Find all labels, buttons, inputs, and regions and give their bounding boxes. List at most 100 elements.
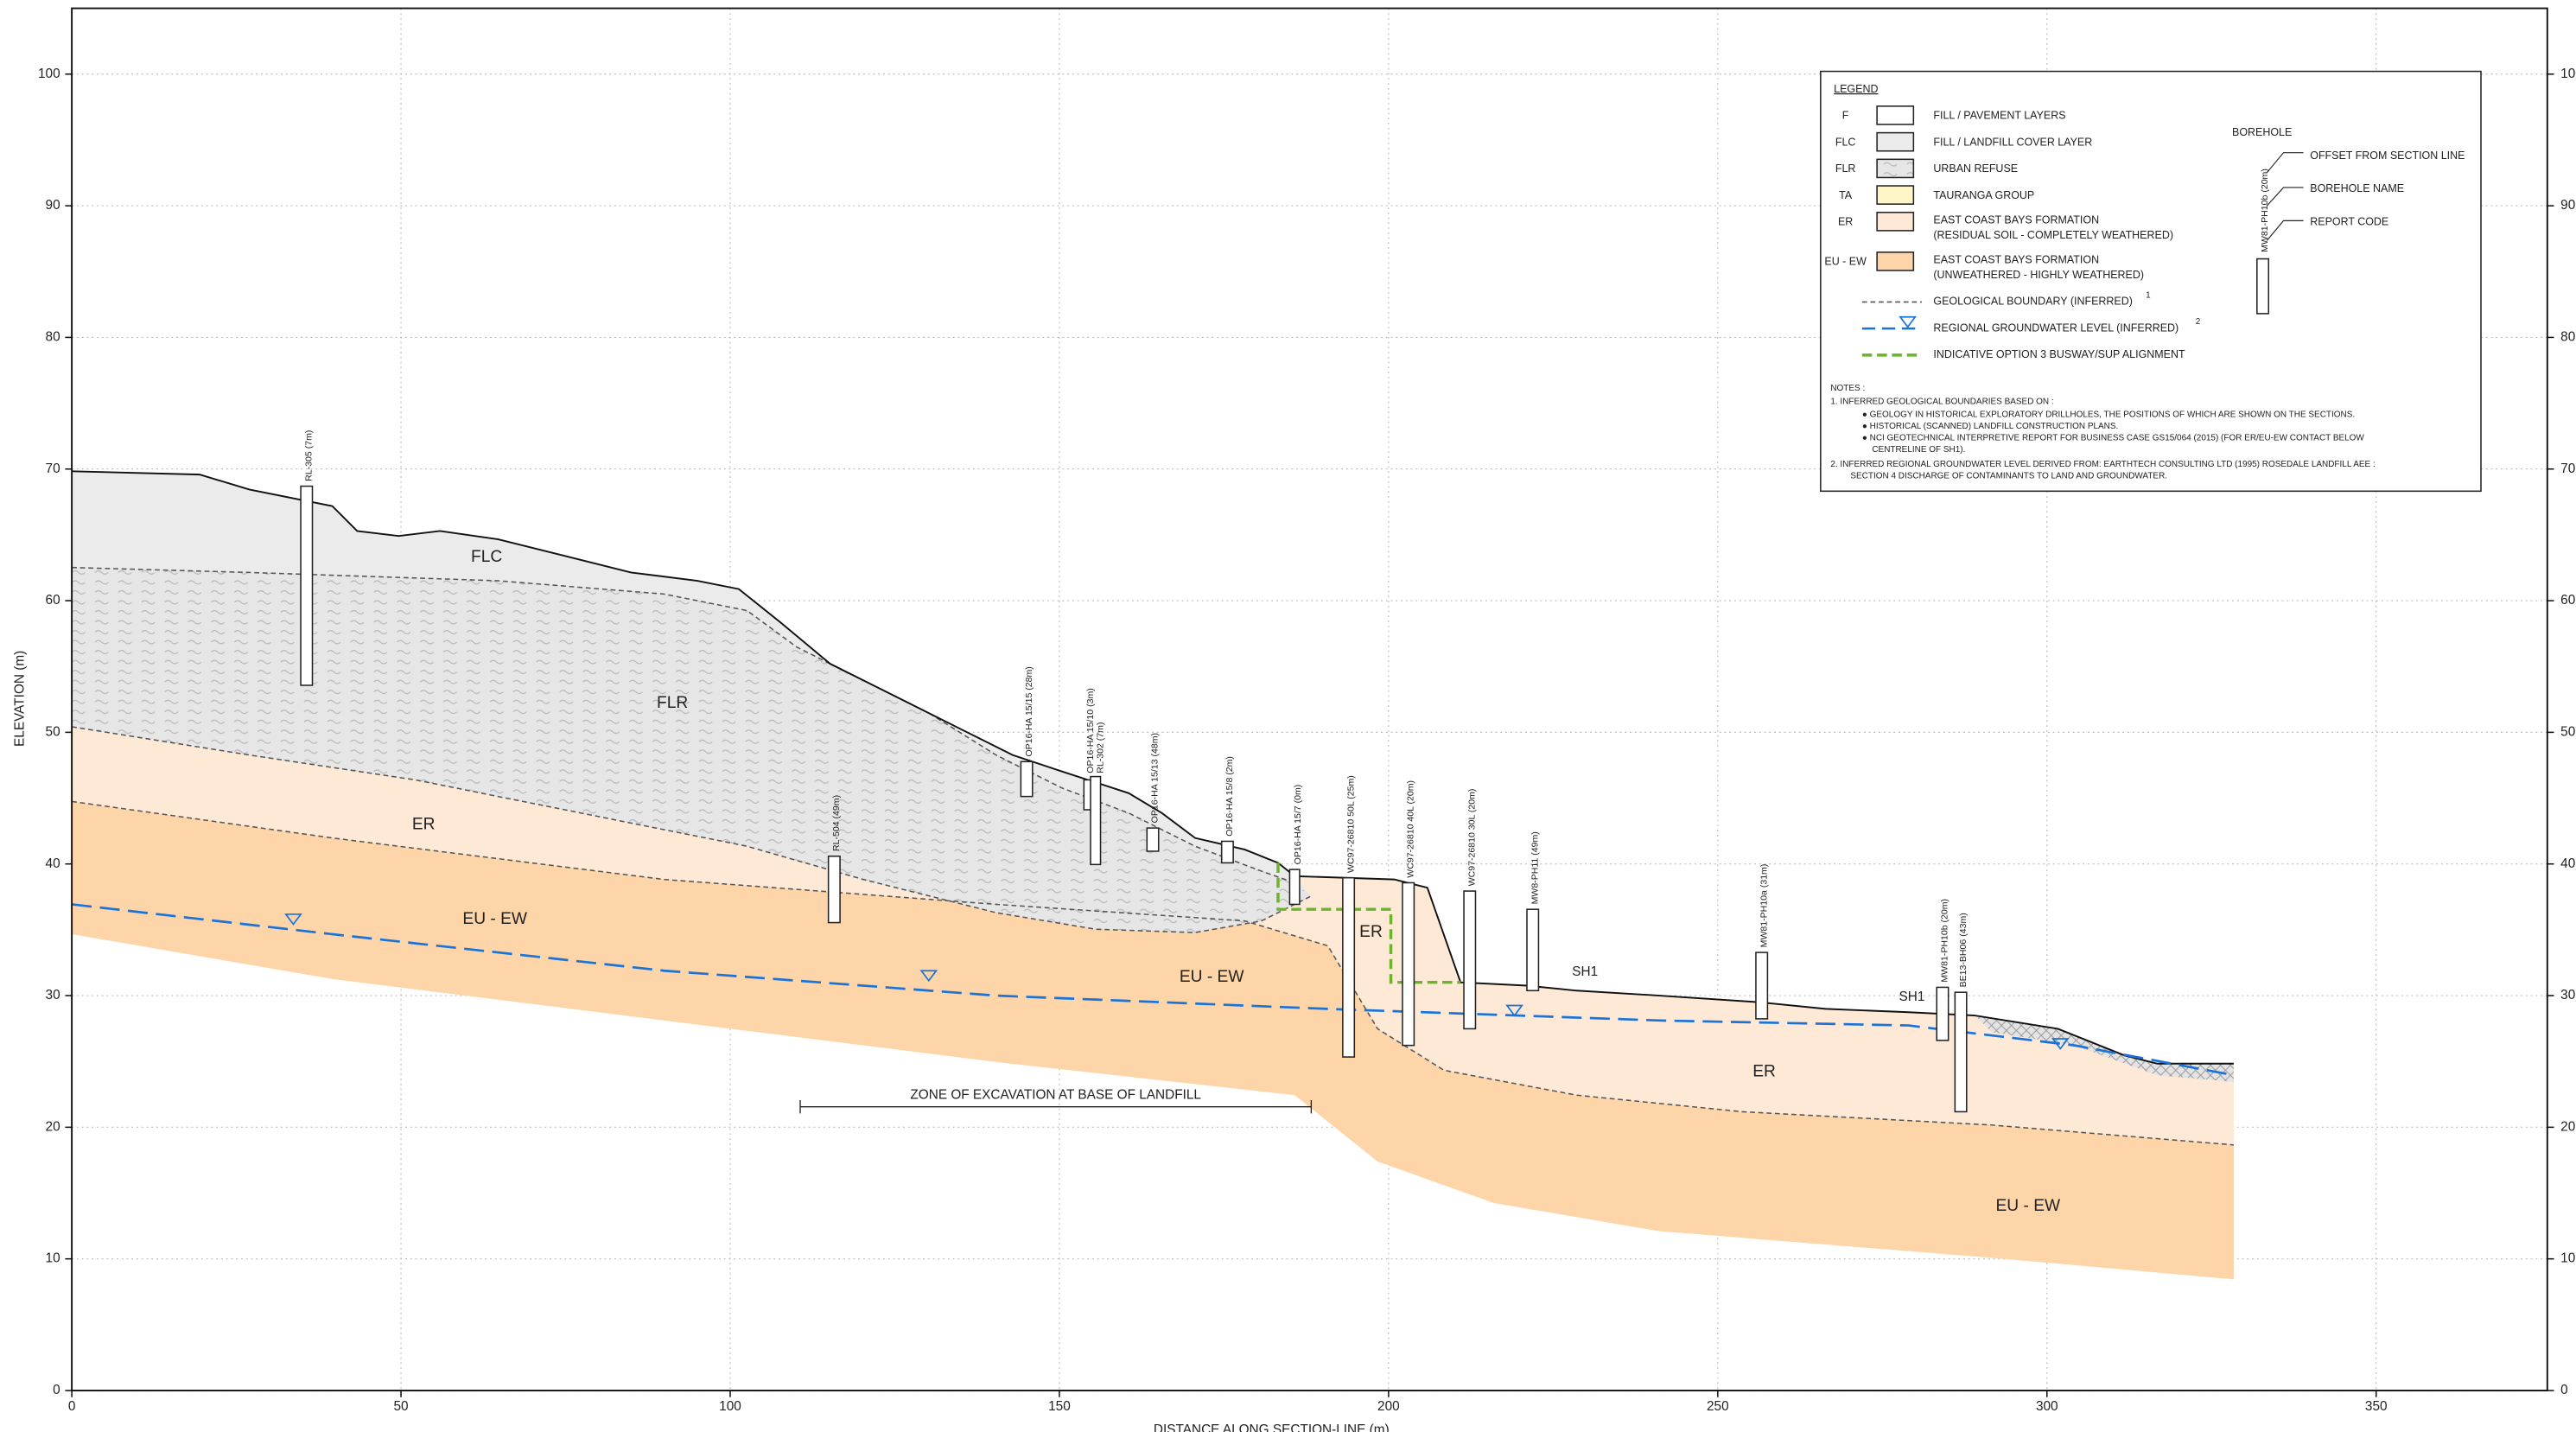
eu-ew-layer	[72, 801, 2234, 1280]
y-tick-label: 40	[2560, 856, 2575, 871]
legend-code: F	[1842, 110, 1849, 122]
ground-surface	[72, 470, 2234, 1065]
y-tick-label: 30	[46, 988, 60, 1002]
layer-label: FLC	[471, 548, 502, 566]
y-tick-label: 20	[2560, 1119, 2575, 1134]
legend-swatch	[1876, 185, 1915, 205]
y-tick-label: 60	[46, 593, 60, 608]
borehole	[1954, 991, 1968, 1113]
borehole-label: BE13-BH06 (43m)	[1958, 913, 1969, 987]
legend-text: FILL / LANDFILL COVER LAYER	[1933, 136, 2092, 148]
y-tick-label: 10	[46, 1251, 60, 1266]
legend-borehole	[2256, 258, 2270, 315]
legend-code: ER	[1838, 216, 1853, 228]
legend-text: (RESIDUAL SOIL - COMPLETELY WEATHERED)	[1933, 229, 2173, 241]
x-tick-label: 0	[68, 1399, 76, 1414]
legend-note: 1	[2146, 290, 2151, 300]
y-tick-label: 50	[2560, 724, 2575, 739]
layer-label: ER	[1359, 923, 1383, 941]
layer-label: EU - EW	[462, 910, 528, 928]
y-tick-label: 100	[2560, 67, 2576, 81]
borehole-label: WC97-26810 40L (20m)	[1405, 780, 1415, 878]
layer-label: SH1	[1899, 990, 1924, 1004]
y-tick-label: 30	[2560, 988, 2575, 1002]
borehole-label: OP16-HA 15/13 (48m)	[1150, 733, 1161, 823]
fill-layer	[1975, 1015, 2234, 1082]
note: ● GEOLOGY IN HISTORICAL EXPLORATORY DRIL…	[1862, 411, 2355, 420]
borehole	[300, 485, 314, 686]
borehole-label: OP16-HA 15/15 (28m)	[1024, 666, 1034, 756]
x-tick-label: 250	[1707, 1399, 1729, 1414]
groundwater	[71, 903, 2235, 1077]
legend-text: EAST COAST BAYS FORMATION	[1933, 214, 2099, 226]
flr-layer	[72, 567, 1312, 933]
y-tick-label: 0	[53, 1383, 60, 1397]
layer-label: ER	[412, 815, 436, 833]
legend-leaders	[2266, 152, 2304, 241]
borehole	[1146, 827, 1160, 852]
y-tick-label: 100	[38, 67, 60, 81]
note: ● HISTORICAL (SCANNED) LANDFILL CONSTRUC…	[1862, 422, 2118, 431]
x-tick-label: 200	[1377, 1399, 1400, 1414]
y-tick-label: 70	[46, 461, 60, 476]
borehole	[1220, 840, 1234, 864]
y-tick-label: 90	[46, 198, 60, 213]
legend-symbol	[1899, 315, 1918, 328]
x-tick-label: 300	[2036, 1399, 2058, 1414]
note: SECTION 4 DISCHARGE OF CONTAMINANTS TO L…	[1850, 472, 2167, 481]
borehole-label: MW81-PH10b (20m)	[1940, 899, 1950, 983]
borehole-label: OP16-HA 15/8 (2m)	[1224, 756, 1235, 837]
legend-code: FLR	[1835, 162, 1856, 175]
note: ● NCI GEOTECHNICAL INTERPRETIVE REPORT F…	[1862, 434, 2365, 443]
legend-swatch	[1876, 211, 1915, 232]
borehole	[1402, 881, 1415, 1047]
legend: LEGEND F FILL / PAVEMENT LAYERS FLC FILL…	[1820, 70, 2482, 493]
legend-text: EAST COAST BAYS FORMATION	[1933, 254, 2099, 266]
borehole-label: OP16-HA 15/10 (3m)	[1085, 688, 1096, 773]
borehole-label: WC97-26810 50L (25m)	[1345, 775, 1356, 873]
y-tick-label: 70	[2560, 461, 2575, 476]
gw-symbols	[284, 913, 2070, 1050]
y-tick-label: 80	[2560, 329, 2575, 344]
note: NOTES :	[1830, 384, 1865, 393]
borehole-label: RL-302 (7m)	[1095, 722, 1105, 773]
legend-box	[1820, 70, 2482, 493]
legend-swatch	[1876, 131, 1915, 152]
legend-text: GEOLOGICAL BOUNDARY (INFERRED)	[1933, 296, 2132, 308]
layer-label: FLR	[657, 694, 688, 712]
boreholes	[300, 485, 1968, 1113]
legend-text: INDICATIVE OPTION 3 BUSWAY/SUP ALIGNMENT	[1933, 348, 2185, 360]
legend-borehole-part: OFFSET FROM SECTION LINE	[2310, 150, 2465, 162]
y-tick-label: 80	[46, 329, 60, 344]
legend-text: FILL / PAVEMENT LAYERS	[1933, 110, 2065, 122]
legend-text: URBAN REFUSE	[1933, 162, 2018, 175]
borehole-label: RL-305 (7m)	[303, 430, 314, 481]
layer-label: EU - EW	[1180, 968, 1245, 986]
layer-label: EU - EW	[1996, 1197, 2062, 1215]
legend-title: LEGEND	[1834, 83, 1878, 95]
y-tick-label: 60	[2560, 593, 2575, 608]
layer-label: SH1	[1572, 964, 1598, 979]
borehole	[1342, 876, 1356, 1058]
borehole	[1936, 986, 1949, 1041]
y-tick-label: 50	[46, 724, 60, 739]
y-tick-label: 0	[2560, 1383, 2568, 1397]
y-tick-label: 40	[46, 856, 60, 871]
x-axis-label: DISTANCE ALONG SECTION-LINE (m)	[1154, 1422, 1390, 1432]
x-tick-label: 150	[1048, 1399, 1071, 1414]
borehole-label: OP16-HA 15/7 (0m)	[1293, 785, 1303, 865]
x-tick-label: 50	[394, 1399, 409, 1414]
annotation: ZONE OF EXCAVATION AT BASE OF LANDFILL	[910, 1087, 1201, 1102]
note: 1. INFERRED GEOLOGICAL BOUNDARIES BASED …	[1830, 397, 2053, 406]
legend-code: TA	[1839, 189, 1853, 201]
y-tick-label: 20	[46, 1119, 60, 1134]
borehole	[1020, 761, 1034, 798]
x-tick-label: 350	[2365, 1399, 2388, 1414]
borehole-label: WC97-26810 30L (20m)	[1466, 789, 1477, 887]
layer-label: ER	[1752, 1062, 1776, 1080]
excavation-zone	[799, 1099, 1313, 1114]
legend-borehole-part: REPORT CODE	[2310, 216, 2388, 228]
legend-swatch	[1876, 251, 1915, 271]
legend-borehole-sample: MW81-PH10b (20m)	[2260, 169, 2270, 252]
